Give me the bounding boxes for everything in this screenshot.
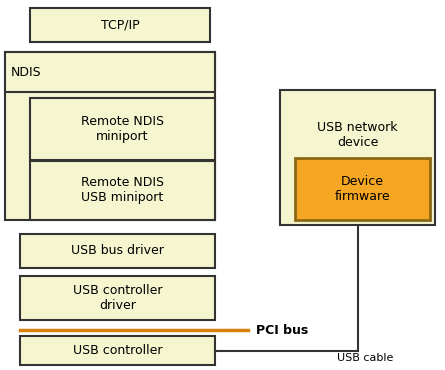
Text: Remote NDIS
miniport: Remote NDIS miniport [81,115,164,143]
Text: USB bus driver: USB bus driver [71,245,164,258]
Bar [280,90,435,225]
Text: USB controller: USB controller [73,344,162,357]
Text: PCI bus: PCI bus [256,323,308,336]
Bar [5,52,215,92]
Text: Device
firmware: Device firmware [335,175,390,203]
Text: TCP/IP: TCP/IP [101,18,139,31]
Bar [20,336,215,365]
Bar [30,8,210,42]
Text: NDIS: NDIS [11,65,42,78]
Text: Remote NDIS
USB miniport: Remote NDIS USB miniport [81,176,164,205]
Bar [30,161,215,220]
Bar [295,158,430,220]
Text: USB cable: USB cable [337,353,393,363]
Bar [30,98,215,160]
Bar [20,234,215,268]
Bar [5,52,215,220]
Text: USB controller
driver: USB controller driver [73,284,162,312]
Bar [20,276,215,320]
Text: USB network
device: USB network device [317,121,398,148]
